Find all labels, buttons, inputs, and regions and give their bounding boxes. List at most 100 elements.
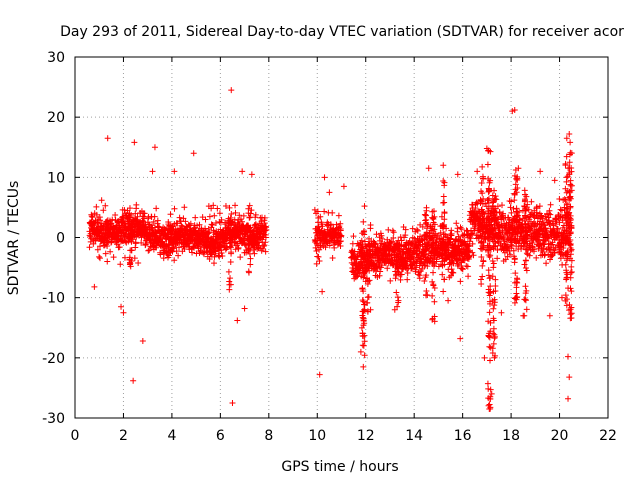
data-point — [130, 377, 137, 384]
data-point — [498, 309, 505, 316]
data-point — [521, 212, 528, 219]
data-point — [508, 209, 515, 216]
data-point — [187, 220, 194, 227]
data-point — [489, 345, 496, 352]
data-point — [107, 248, 114, 255]
data-point — [246, 214, 253, 221]
axis-ticks — [74, 56, 609, 419]
data-point — [93, 203, 100, 210]
data-point — [567, 230, 574, 237]
data-point — [96, 253, 103, 260]
data-point — [94, 246, 101, 253]
data-point — [520, 312, 527, 319]
data-point — [126, 261, 133, 268]
data-point — [391, 306, 398, 313]
data-point — [393, 289, 400, 296]
data-point — [219, 252, 226, 259]
data-point — [167, 211, 174, 218]
data-point — [433, 258, 440, 265]
data-point — [321, 208, 328, 215]
data-point — [478, 254, 485, 261]
data-point — [567, 244, 574, 251]
data-point — [228, 249, 235, 256]
data-point — [492, 216, 499, 223]
data-point — [319, 288, 326, 295]
data-point — [508, 198, 515, 205]
data-point — [235, 217, 242, 224]
data-point — [395, 246, 402, 253]
data-point — [524, 231, 531, 238]
data-point — [516, 237, 523, 244]
data-point — [486, 343, 493, 350]
x-tick-label: 22 — [599, 428, 617, 444]
data-point — [153, 205, 160, 212]
x-tick-label: 4 — [167, 428, 176, 444]
data-point — [429, 214, 436, 221]
data-point — [567, 251, 574, 258]
data-point — [558, 294, 565, 301]
data-point — [513, 279, 520, 286]
data-points — [86, 87, 575, 412]
data-point — [465, 273, 472, 280]
data-point — [128, 212, 135, 219]
data-point — [512, 181, 519, 188]
data-point — [491, 218, 498, 225]
data-point — [561, 196, 568, 203]
data-point — [384, 265, 391, 272]
data-point — [547, 211, 554, 218]
data-point — [489, 192, 496, 199]
data-point — [189, 249, 196, 256]
x-tick-label: 14 — [405, 428, 423, 444]
data-point — [314, 208, 321, 215]
data-point — [227, 275, 234, 282]
data-point — [494, 255, 501, 262]
data-point — [473, 209, 480, 216]
data-point — [564, 206, 571, 213]
data-point — [373, 231, 380, 238]
data-point — [440, 162, 447, 169]
data-point — [513, 230, 520, 237]
data-point — [563, 276, 570, 283]
data-point — [494, 246, 501, 253]
data-point — [522, 220, 529, 227]
data-point — [211, 260, 218, 267]
data-point — [489, 203, 496, 210]
data-point — [202, 216, 209, 223]
data-point — [337, 220, 344, 227]
data-point — [361, 272, 368, 279]
data-point — [535, 237, 542, 244]
data-point — [349, 247, 356, 254]
data-point — [505, 219, 512, 226]
data-point — [521, 261, 528, 268]
data-point — [430, 236, 437, 243]
data-point — [364, 294, 371, 301]
data-point — [187, 226, 194, 233]
data-point — [441, 276, 448, 283]
data-point — [514, 209, 521, 216]
data-point — [512, 238, 519, 245]
data-point — [470, 252, 477, 259]
data-point — [377, 268, 384, 275]
x-tick-label: 16 — [454, 428, 472, 444]
data-point — [515, 165, 522, 172]
data-point — [157, 251, 164, 258]
data-point — [522, 236, 529, 243]
data-point — [234, 240, 241, 247]
data-point — [491, 335, 498, 342]
data-point — [459, 266, 466, 273]
data-point — [104, 258, 111, 265]
data-point — [566, 159, 573, 166]
data-point — [180, 215, 187, 222]
data-point — [487, 357, 494, 364]
data-point — [481, 354, 488, 361]
data-point — [447, 236, 454, 243]
data-point — [489, 258, 496, 265]
data-point — [196, 249, 203, 256]
data-point — [463, 262, 470, 269]
data-point — [413, 226, 420, 233]
data-point — [562, 261, 569, 268]
data-point — [479, 215, 486, 222]
data-point — [429, 315, 436, 322]
data-point — [97, 217, 104, 224]
data-point — [322, 244, 329, 251]
